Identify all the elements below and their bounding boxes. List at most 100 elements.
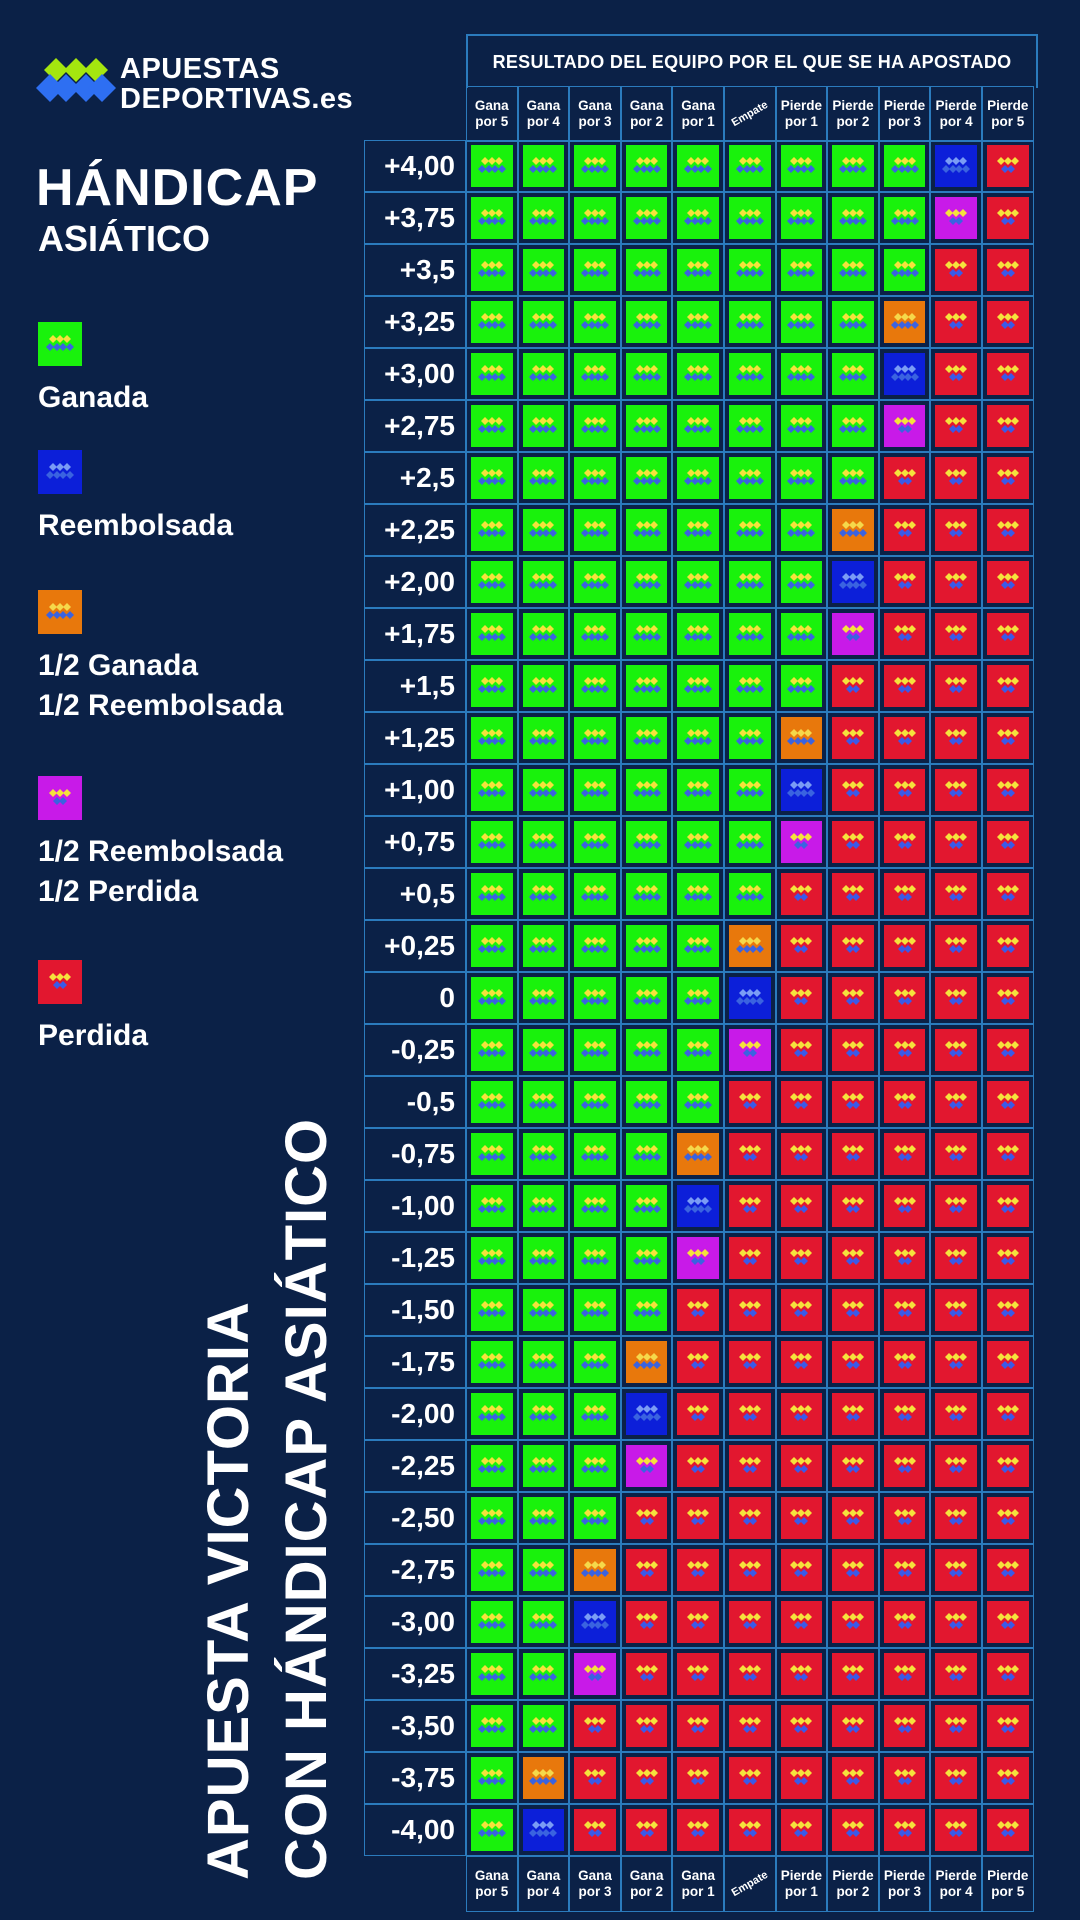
result-cell-L (935, 1601, 977, 1643)
result-cell-L (728, 1549, 771, 1591)
result-cell-W (522, 1445, 565, 1487)
table-cell (981, 1596, 1034, 1648)
diamond-icon (945, 209, 968, 225)
diamond-icon (477, 1197, 506, 1213)
diamond-icon (684, 729, 713, 745)
diamond-icon (632, 781, 661, 797)
table-cell (620, 244, 673, 296)
table-cell (878, 972, 931, 1024)
diamond-icon (632, 573, 661, 589)
table-cell (672, 972, 724, 1024)
diamond-icon (529, 157, 558, 173)
result-cell-W (780, 665, 823, 707)
table-cell (466, 296, 518, 348)
diamond-icon (838, 573, 867, 589)
diamond-icon (735, 157, 764, 173)
diamond-icon (477, 729, 506, 745)
diamond-icon (580, 1613, 609, 1629)
result-cell-W (780, 197, 823, 239)
table-row: -2,50 (364, 1492, 1034, 1544)
table-cell (878, 764, 931, 816)
legend-item-half-won: 1/2 Ganada 1/2 Reembolsada (38, 590, 283, 726)
handicap-label: -1,25 (364, 1232, 466, 1284)
result-cell-W (471, 1601, 513, 1643)
diamond-icon (684, 261, 713, 277)
table-cell (466, 348, 518, 400)
result-cell-L (883, 561, 926, 603)
result-cell-HW (728, 925, 771, 967)
table-cell (878, 920, 931, 972)
table-row: +0,75 (364, 816, 1034, 868)
result-cell-L (986, 1549, 1029, 1591)
table-cell (930, 1284, 982, 1336)
result-cell-W (728, 353, 771, 395)
diamond-icon (945, 261, 968, 277)
table-cell (620, 1336, 673, 1388)
diamond-icon (687, 1353, 710, 1369)
diamond-icon (738, 1093, 761, 1109)
result-cell-W (471, 769, 513, 811)
table-cell (878, 1596, 931, 1648)
table-cell (930, 348, 982, 400)
handicap-label: +2,00 (364, 556, 466, 608)
table-cell (827, 1648, 879, 1700)
result-cell-L (986, 1601, 1029, 1643)
result-cell-L (883, 717, 926, 759)
result-cell-HL (883, 405, 926, 447)
diamond-icon (945, 573, 968, 589)
result-cell-W (574, 197, 616, 239)
diamond-icon (529, 1145, 558, 1161)
diamond-icon (841, 1821, 864, 1837)
table-row: +2,25 (364, 504, 1034, 556)
result-cell-L (780, 1185, 823, 1227)
table-row: -4,00 (364, 1804, 1034, 1856)
table-cell (620, 1284, 673, 1336)
column-header-bottom: Pierde por 5 (981, 1856, 1034, 1912)
result-cell-L (935, 613, 977, 655)
column-header-bottom: Gana por 1 (672, 1856, 724, 1912)
diamond-icon (787, 469, 816, 485)
diamond-icon (635, 1457, 658, 1473)
result-cell-W (625, 717, 668, 759)
table-cell (827, 660, 879, 712)
handicap-label: -0,5 (364, 1076, 466, 1128)
table-cell (930, 608, 982, 660)
diamond-icon (477, 833, 506, 849)
table-cell (775, 1440, 828, 1492)
diamond-icon (841, 1353, 864, 1369)
result-cell-W (625, 561, 668, 603)
result-cell-W (471, 977, 513, 1019)
diamond-icon (787, 313, 816, 329)
table-cell (775, 140, 828, 192)
result-cell-W (625, 665, 668, 707)
result-cell-L (780, 1549, 823, 1591)
column-header-text: por 3 (578, 114, 612, 129)
result-cell-L (935, 977, 977, 1019)
diamond-icon (580, 573, 609, 589)
result-cell-W (780, 509, 823, 551)
diamond-icon (49, 789, 71, 805)
table-cell (517, 972, 570, 1024)
result-cell-L (883, 457, 926, 499)
diamond-icon (684, 521, 713, 537)
diamond-icon (996, 573, 1019, 589)
diamond-icon (632, 313, 661, 329)
table-cell (827, 1596, 879, 1648)
table-cell (878, 1024, 931, 1076)
diamond-icon (787, 625, 816, 641)
result-cell-W (574, 1185, 616, 1227)
table-cell (517, 192, 570, 244)
diamond-icon (477, 937, 506, 953)
diamond-icon (477, 313, 506, 329)
table-cell (723, 244, 776, 296)
result-cell-HW (522, 1757, 565, 1799)
diamond-icon (996, 885, 1019, 901)
diamond-icon (945, 885, 968, 901)
diamond-icon (838, 313, 867, 329)
column-header-text: Empate (729, 98, 770, 130)
table-cell (930, 296, 982, 348)
table-cell (827, 1180, 879, 1232)
diamond-icon (477, 885, 506, 901)
handicap-label: -1,75 (364, 1336, 466, 1388)
result-cell-L (728, 1601, 771, 1643)
